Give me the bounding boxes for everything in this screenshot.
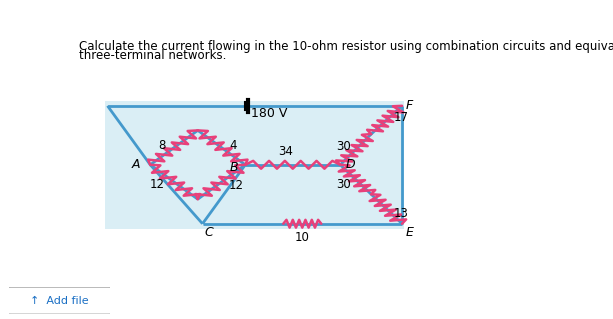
Text: C: C [205, 226, 214, 239]
Text: 10: 10 [295, 231, 310, 244]
Text: 12: 12 [150, 178, 165, 191]
Text: 17: 17 [394, 111, 408, 124]
Text: D: D [346, 158, 356, 171]
Text: Calculate the current flowing in the 10-ohm resistor using combination circuits : Calculate the current flowing in the 10-… [79, 40, 613, 53]
Text: ↑  Add file: ↑ Add file [31, 296, 89, 306]
Text: 12: 12 [228, 179, 243, 192]
Text: F: F [406, 99, 413, 112]
Text: 34: 34 [278, 145, 293, 158]
Text: 13: 13 [394, 207, 408, 220]
Text: 180 V: 180 V [251, 107, 287, 120]
Bar [105, 101, 405, 229]
Text: 8: 8 [158, 139, 166, 152]
Text: 4: 4 [230, 139, 237, 152]
Text: 30: 30 [337, 140, 351, 153]
Text: E: E [406, 226, 414, 239]
Text: 30: 30 [337, 178, 351, 191]
FancyBboxPatch shape [6, 287, 113, 314]
Text: A: A [131, 158, 140, 171]
Text: three-terminal networks.: three-terminal networks. [79, 49, 226, 62]
Text: B: B [229, 161, 238, 174]
